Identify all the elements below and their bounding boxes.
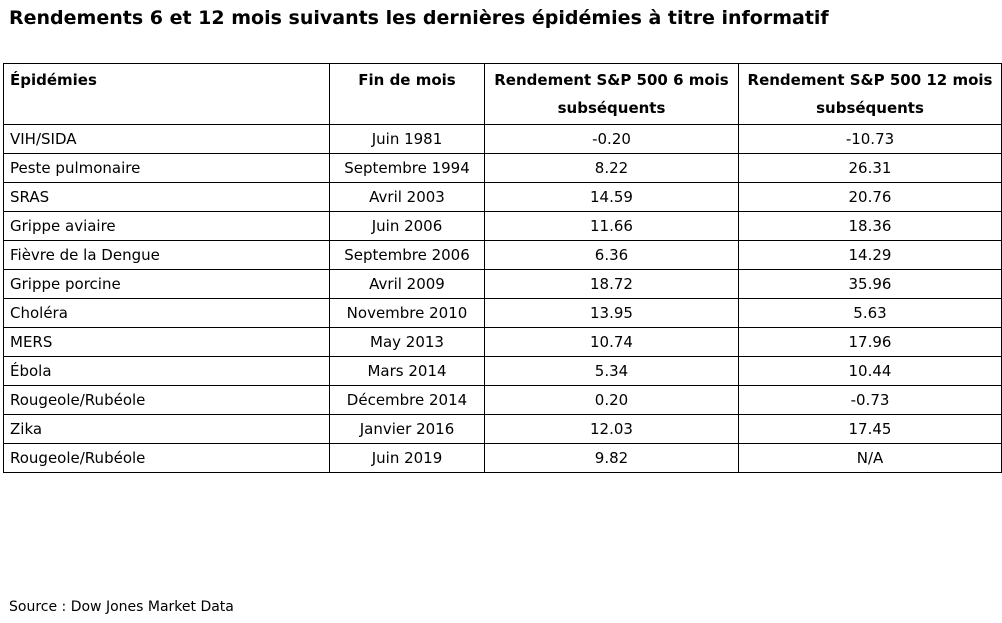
cell-return-6m: 5.34 — [484, 356, 739, 386]
table-row: Grippe porcine Avril 2009 18.72 35.96 — [3, 269, 1002, 299]
cell-month-end: May 2013 — [329, 327, 485, 357]
cell-return-6m: -0.20 — [484, 124, 739, 154]
cell-return-6m: 18.72 — [484, 269, 739, 299]
table-header: Épidémies Fin de mois Rendement S&P 500 … — [3, 63, 1002, 125]
table-row: Choléra Novembre 2010 13.95 5.63 — [3, 298, 1002, 328]
cell-month-end: Septembre 2006 — [329, 240, 485, 270]
cell-epidemic: Peste pulmonaire — [3, 153, 330, 183]
source-note: Source : Dow Jones Market Data — [9, 599, 234, 615]
table-row: Peste pulmonaire Septembre 1994 8.22 26.31 — [3, 153, 1002, 183]
table-row: VIH/SIDA Juin 1981 -0.20 -10.73 — [3, 124, 1002, 154]
table-row: Ébola Mars 2014 5.34 10.44 — [3, 356, 1002, 386]
cell-return-12m: 5.63 — [738, 298, 1002, 328]
cell-epidemic: Grippe aviaire — [3, 211, 330, 241]
cell-month-end: Juin 2006 — [329, 211, 485, 241]
cell-return-12m: -10.73 — [738, 124, 1002, 154]
cell-return-12m: 17.96 — [738, 327, 1002, 357]
cell-return-6m: 11.66 — [484, 211, 739, 241]
cell-epidemic: Rougeole/Rubéole — [3, 443, 330, 473]
cell-month-end: Juin 1981 — [329, 124, 485, 154]
header-return-12m: Rendement S&P 500 12 mois subséquents — [738, 63, 1002, 125]
table-row: Rougeole/Rubéole Décembre 2014 0.20 -0.73 — [3, 385, 1002, 415]
header-return-6m: Rendement S&P 500 6 mois subséquents — [484, 63, 739, 125]
cell-return-12m: 26.31 — [738, 153, 1002, 183]
cell-epidemic: Rougeole/Rubéole — [3, 385, 330, 415]
cell-return-12m: 18.36 — [738, 211, 1002, 241]
returns-table: Épidémies Fin de mois Rendement S&P 500 … — [3, 63, 1002, 473]
cell-epidemic: Fièvre de la Dengue — [3, 240, 330, 270]
cell-month-end: Décembre 2014 — [329, 385, 485, 415]
cell-month-end: Novembre 2010 — [329, 298, 485, 328]
cell-month-end: Avril 2003 — [329, 182, 485, 212]
table-row: SRAS Avril 2003 14.59 20.76 — [3, 182, 1002, 212]
cell-return-6m: 0.20 — [484, 385, 739, 415]
header-month-end: Fin de mois — [329, 63, 485, 125]
cell-return-6m: 13.95 — [484, 298, 739, 328]
cell-return-12m: -0.73 — [738, 385, 1002, 415]
cell-epidemic: Grippe porcine — [3, 269, 330, 299]
cell-return-12m: 14.29 — [738, 240, 1002, 270]
cell-return-12m: 10.44 — [738, 356, 1002, 386]
cell-epidemic: Ébola — [3, 356, 330, 386]
cell-return-6m: 14.59 — [484, 182, 739, 212]
cell-return-6m: 8.22 — [484, 153, 739, 183]
cell-return-12m: 20.76 — [738, 182, 1002, 212]
cell-return-6m: 9.82 — [484, 443, 739, 473]
cell-epidemic: Choléra — [3, 298, 330, 328]
table-row: Fièvre de la Dengue Septembre 2006 6.36 14.… — [3, 240, 1002, 270]
cell-return-6m: 10.74 — [484, 327, 739, 357]
table-row: MERS May 2013 10.74 17.96 — [3, 327, 1002, 357]
cell-return-6m: 12.03 — [484, 414, 739, 444]
table-row: Rougeole/Rubéole Juin 2019 9.82 N/A — [3, 443, 1002, 473]
cell-month-end: Mars 2014 — [329, 356, 485, 386]
cell-return-12m: 17.45 — [738, 414, 1002, 444]
header-epidemic: Épidémies — [3, 63, 330, 125]
header-row: Épidémies Fin de mois Rendement S&P 500 … — [3, 63, 1002, 125]
cell-epidemic: Zika — [3, 414, 330, 444]
page-title: Rendements 6 et 12 mois suivants les der… — [9, 7, 829, 29]
cell-month-end: Avril 2009 — [329, 269, 485, 299]
table-row: Zika Janvier 2016 12.03 17.45 — [3, 414, 1002, 444]
cell-epidemic: MERS — [3, 327, 330, 357]
table-row: Grippe aviaire Juin 2006 11.66 18.36 — [3, 211, 1002, 241]
cell-epidemic: SRAS — [3, 182, 330, 212]
cell-month-end: Septembre 1994 — [329, 153, 485, 183]
cell-epidemic: VIH/SIDA — [3, 124, 330, 154]
cell-month-end: Juin 2019 — [329, 443, 485, 473]
cell-return-12m: 35.96 — [738, 269, 1002, 299]
table-body: VIH/SIDA Juin 1981 -0.20 -10.73 Peste pulmon… — [3, 124, 1002, 473]
cell-month-end: Janvier 2016 — [329, 414, 485, 444]
cell-return-12m: N/A — [738, 443, 1002, 473]
cell-return-6m: 6.36 — [484, 240, 739, 270]
